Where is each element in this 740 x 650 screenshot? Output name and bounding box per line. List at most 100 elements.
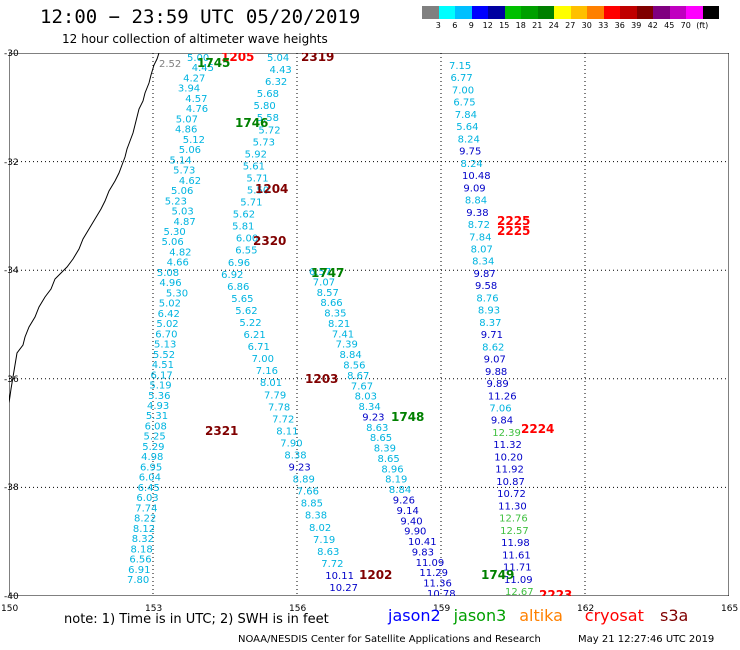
pass-time-label: 2321 xyxy=(205,424,238,438)
legend-s3a: s3a xyxy=(660,606,689,625)
swh-value-track-a: 4.96 xyxy=(159,278,181,289)
colorbar-label: 33 xyxy=(598,21,609,30)
swh-value-track-c: 7.39 xyxy=(336,340,358,351)
swh-value-track-a: 6.45 xyxy=(138,483,160,494)
swh-value-track-d: 6.75 xyxy=(453,98,475,109)
swh-value-track-d: 7.84 xyxy=(455,110,477,121)
swh-value-track-a: 5.30 xyxy=(166,288,188,299)
swh-value-track-d: 9.07 xyxy=(484,355,506,366)
swh-value-track-e: 2.52 xyxy=(159,59,181,70)
pass-time-label: 2225 xyxy=(497,224,530,238)
swh-value-track-b: 6.55 xyxy=(235,246,257,257)
colorbar-swatch xyxy=(636,6,653,19)
swh-value-track-a: 4.66 xyxy=(167,258,189,269)
swh-value-track-d: 8.76 xyxy=(476,293,498,304)
colorbar-labels: 3 6 9 12 15 18 21 24 27 30 33 36 39 42 45 70 (ft) xyxy=(422,21,711,30)
colorbar-label: 24 xyxy=(548,21,559,30)
timestamp: May 21 12:27:46 UTC 2019 xyxy=(578,634,715,645)
swh-value-track-a: 6.56 xyxy=(129,555,151,566)
swh-value-track-c: 8.21 xyxy=(328,319,350,330)
colorbar-swatch xyxy=(570,6,587,19)
swh-value-track-b: 5.68 xyxy=(257,89,279,100)
swh-value-track-d: 11.32 xyxy=(493,440,522,451)
swh-value-track-b: 8.02 xyxy=(309,523,331,534)
swh-value-track-d: 10.87 xyxy=(496,477,525,488)
swh-value-track-d: 11.09 xyxy=(504,575,533,586)
colorbar-swatch xyxy=(488,6,505,19)
swh-value-track-d: 9.38 xyxy=(466,208,488,219)
swh-value-track-b: 6.92 xyxy=(221,270,243,281)
swh-value-track-b: 5.04 xyxy=(267,53,289,64)
swh-value-track-a: 5.12 xyxy=(183,135,205,146)
swh-value-track-a: 6.08 xyxy=(145,421,167,432)
colorbar-label: 12 xyxy=(482,21,493,30)
swh-value-track-a: 5.73 xyxy=(173,166,195,177)
swh-value-track-c: 10.41 xyxy=(408,537,437,548)
swh-value-track-c: 8.63 xyxy=(366,423,388,434)
swh-value-track-b: 7.79 xyxy=(264,390,286,401)
swh-value-track-a: 6.03 xyxy=(136,493,158,504)
colorbar-label: 6 xyxy=(452,21,458,30)
swh-value-track-b: 10.11 xyxy=(325,571,354,582)
swh-value-track-b: 9.23 xyxy=(288,463,310,474)
swh-value-track-c: 11.29 xyxy=(419,568,448,579)
swh-value-track-a: 4.51 xyxy=(152,360,174,371)
swh-value-track-d: 11.30 xyxy=(498,501,527,512)
swh-value-track-d: 6.77 xyxy=(450,73,472,84)
lon-label: 165 xyxy=(721,604,739,614)
pass-time-label: 1747 xyxy=(311,266,344,280)
pass-time-label: 1745 xyxy=(197,56,230,70)
swh-value-track-c: 8.19 xyxy=(385,475,407,486)
colorbar-swatch xyxy=(438,6,455,19)
swh-value-track-a: 5.06 xyxy=(161,237,183,248)
swh-value-track-a: 5.00 xyxy=(187,53,209,64)
swh-value-track-c: 7.41 xyxy=(332,329,354,340)
swh-value-track-a: 4.45 xyxy=(192,63,214,74)
swh-value-track-d: 8.93 xyxy=(478,306,500,317)
swh-value-track-a: 4.57 xyxy=(185,94,207,105)
swh-value-track-a: 5.06 xyxy=(179,145,201,156)
pass-time-label: 2319 xyxy=(301,53,334,64)
swh-value-track-d: 12.57 xyxy=(500,526,529,537)
swh-value-track-d: 8.84 xyxy=(465,196,487,207)
map-title: 12:00 − 23:59 UTC 05/20/2019 xyxy=(40,6,361,28)
colorbar-swatch xyxy=(620,6,637,19)
pass-time-label: 1204 xyxy=(255,182,288,196)
swh-value-track-b: 8.38 xyxy=(305,511,327,522)
colorbar-label: (ft) xyxy=(696,21,709,30)
legend-jason3: jason3 xyxy=(453,606,507,625)
swh-value-track-d: 9.87 xyxy=(474,269,496,280)
swh-value-track-b: 8.38 xyxy=(284,451,306,462)
lon-label: 162 xyxy=(577,604,595,614)
lat-label: -34 xyxy=(4,266,19,277)
swh-value-track-c: 7.67 xyxy=(351,381,373,392)
colorbar-label: 18 xyxy=(515,21,526,30)
swh-value-track-c: 8.67 xyxy=(347,371,369,382)
colorbar-swatch xyxy=(521,6,538,19)
colorbar-swatch xyxy=(455,6,472,19)
colorbar-swatch xyxy=(686,6,703,19)
swh-value-track-d: 11.61 xyxy=(502,550,531,561)
swh-value-track-b: 7.16 xyxy=(256,366,278,377)
lat-label: -38 xyxy=(4,483,19,494)
swh-value-track-a: 5.23 xyxy=(165,196,187,207)
swh-value-track-b: 7.72 xyxy=(321,559,343,570)
swh-value-track-b: 5.81 xyxy=(232,222,254,233)
swh-value-track-a: 6.95 xyxy=(140,462,162,473)
swh-value-track-c: 8.56 xyxy=(343,360,365,371)
swh-value-track-a: 5.02 xyxy=(156,319,178,330)
pass-time-label: 1202 xyxy=(359,568,392,582)
swh-value-track-b: 8.01 xyxy=(260,378,282,389)
swh-value-track-d: 9.09 xyxy=(463,183,485,194)
swh-value-track-d: 8.07 xyxy=(471,244,493,255)
swh-value-track-b: 7.90 xyxy=(280,438,302,449)
swh-value-track-d: 10.48 xyxy=(462,171,491,182)
swh-value-track-a: 4.82 xyxy=(169,247,191,258)
swh-value-track-d: 10.20 xyxy=(494,452,523,463)
swh-value-track-a: 6.42 xyxy=(158,309,180,320)
colorbar-label: 27 xyxy=(565,21,576,30)
swh-value-track-d: 9.88 xyxy=(485,367,507,378)
swh-value-track-b: 5.71 xyxy=(246,173,268,184)
swh-value-track-d: 7.06 xyxy=(489,404,511,415)
swh-value-track-c: 9.26 xyxy=(393,496,415,507)
